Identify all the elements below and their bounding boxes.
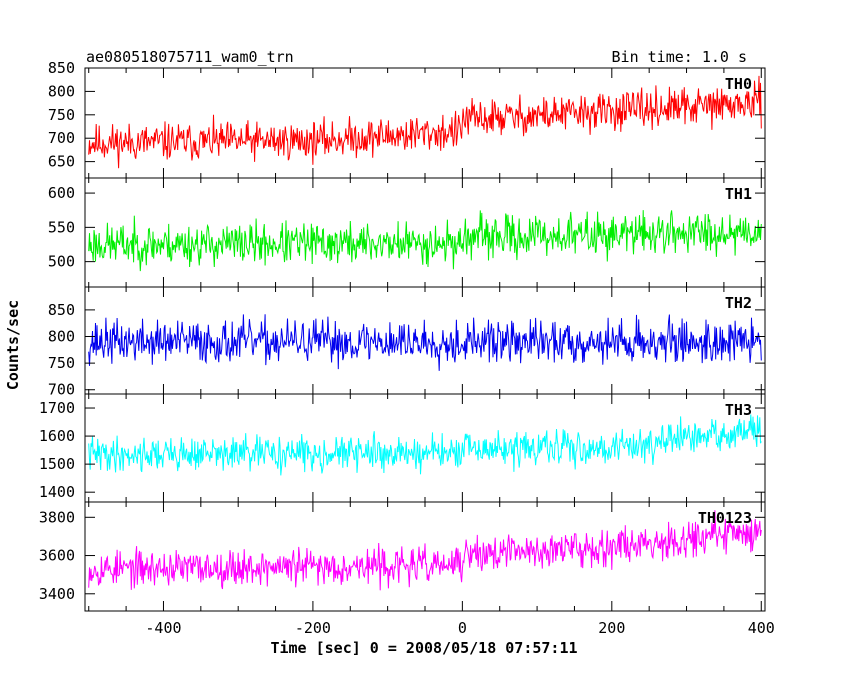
x-tick-label: 200 [598, 619, 625, 637]
y-tick-label: 700 [48, 129, 75, 147]
panel-label: TH2 [725, 294, 752, 312]
panel-frame [84, 67, 766, 179]
y-tick-label: 3400 [39, 585, 75, 603]
plot-title: ae080518075711_wam0_trn [86, 48, 294, 66]
panel-label: TH0123 [698, 509, 752, 527]
x-tick-label: -400 [145, 619, 181, 637]
y-tick-label: 700 [48, 381, 75, 399]
panel-th1: 500 550 600 TH1 [48, 177, 766, 288]
panel-label: TH1 [725, 185, 752, 203]
series-line-th0 [88, 75, 762, 169]
series-line-th0123 [88, 510, 762, 591]
y-axis-label: Counts/sec [4, 300, 22, 390]
bin-time-label: Bin time: 1.0 s [612, 48, 747, 66]
panel-th2: 700 750 800 850 TH2 [48, 286, 766, 399]
y-tick-label: 650 [48, 153, 75, 171]
x-tick-label: -200 [295, 619, 331, 637]
y-tick-label: 1600 [39, 427, 75, 445]
y-tick-label: 3600 [39, 547, 75, 565]
y-tick-label: 600 [48, 184, 75, 202]
panel-frame [84, 393, 766, 503]
panels-group: 650 700 750 800 850 TH0 500 550 600 TH1 700 750 800 8… [39, 59, 766, 612]
y-tick-label: 550 [48, 218, 75, 236]
series-line-th2 [88, 314, 762, 371]
x-tick-label: 400 [748, 619, 775, 637]
series-line-th3 [88, 414, 762, 476]
panel-th3: 1400 1500 1600 1700 TH3 [39, 393, 766, 503]
x-axis-label: Time [sec] 0 = 2008/05/18 07:57:11 [270, 639, 577, 657]
y-tick-label: 1400 [39, 483, 75, 501]
y-tick-label: 800 [48, 82, 75, 100]
panel-label: TH3 [725, 401, 752, 419]
series-line-th1 [88, 210, 762, 272]
x-axis: -400 -200 0 200 400 [145, 619, 774, 637]
y-tick-label: 1700 [39, 399, 75, 417]
y-tick-label: 800 [48, 328, 75, 346]
y-tick-label: 850 [48, 59, 75, 77]
y-tick-label: 3800 [39, 508, 75, 526]
panel-label: TH0 [725, 75, 752, 93]
panel-th0: 650 700 750 800 850 TH0 [48, 59, 766, 179]
x-tick-label: 0 [458, 619, 467, 637]
y-tick-label: 1500 [39, 455, 75, 473]
y-tick-label: 750 [48, 354, 75, 372]
y-tick-label: 850 [48, 301, 75, 319]
panel-th0123: 3400 3600 3800 TH0123 [39, 501, 766, 612]
y-tick-label: 500 [48, 253, 75, 271]
y-tick-label: 750 [48, 106, 75, 124]
